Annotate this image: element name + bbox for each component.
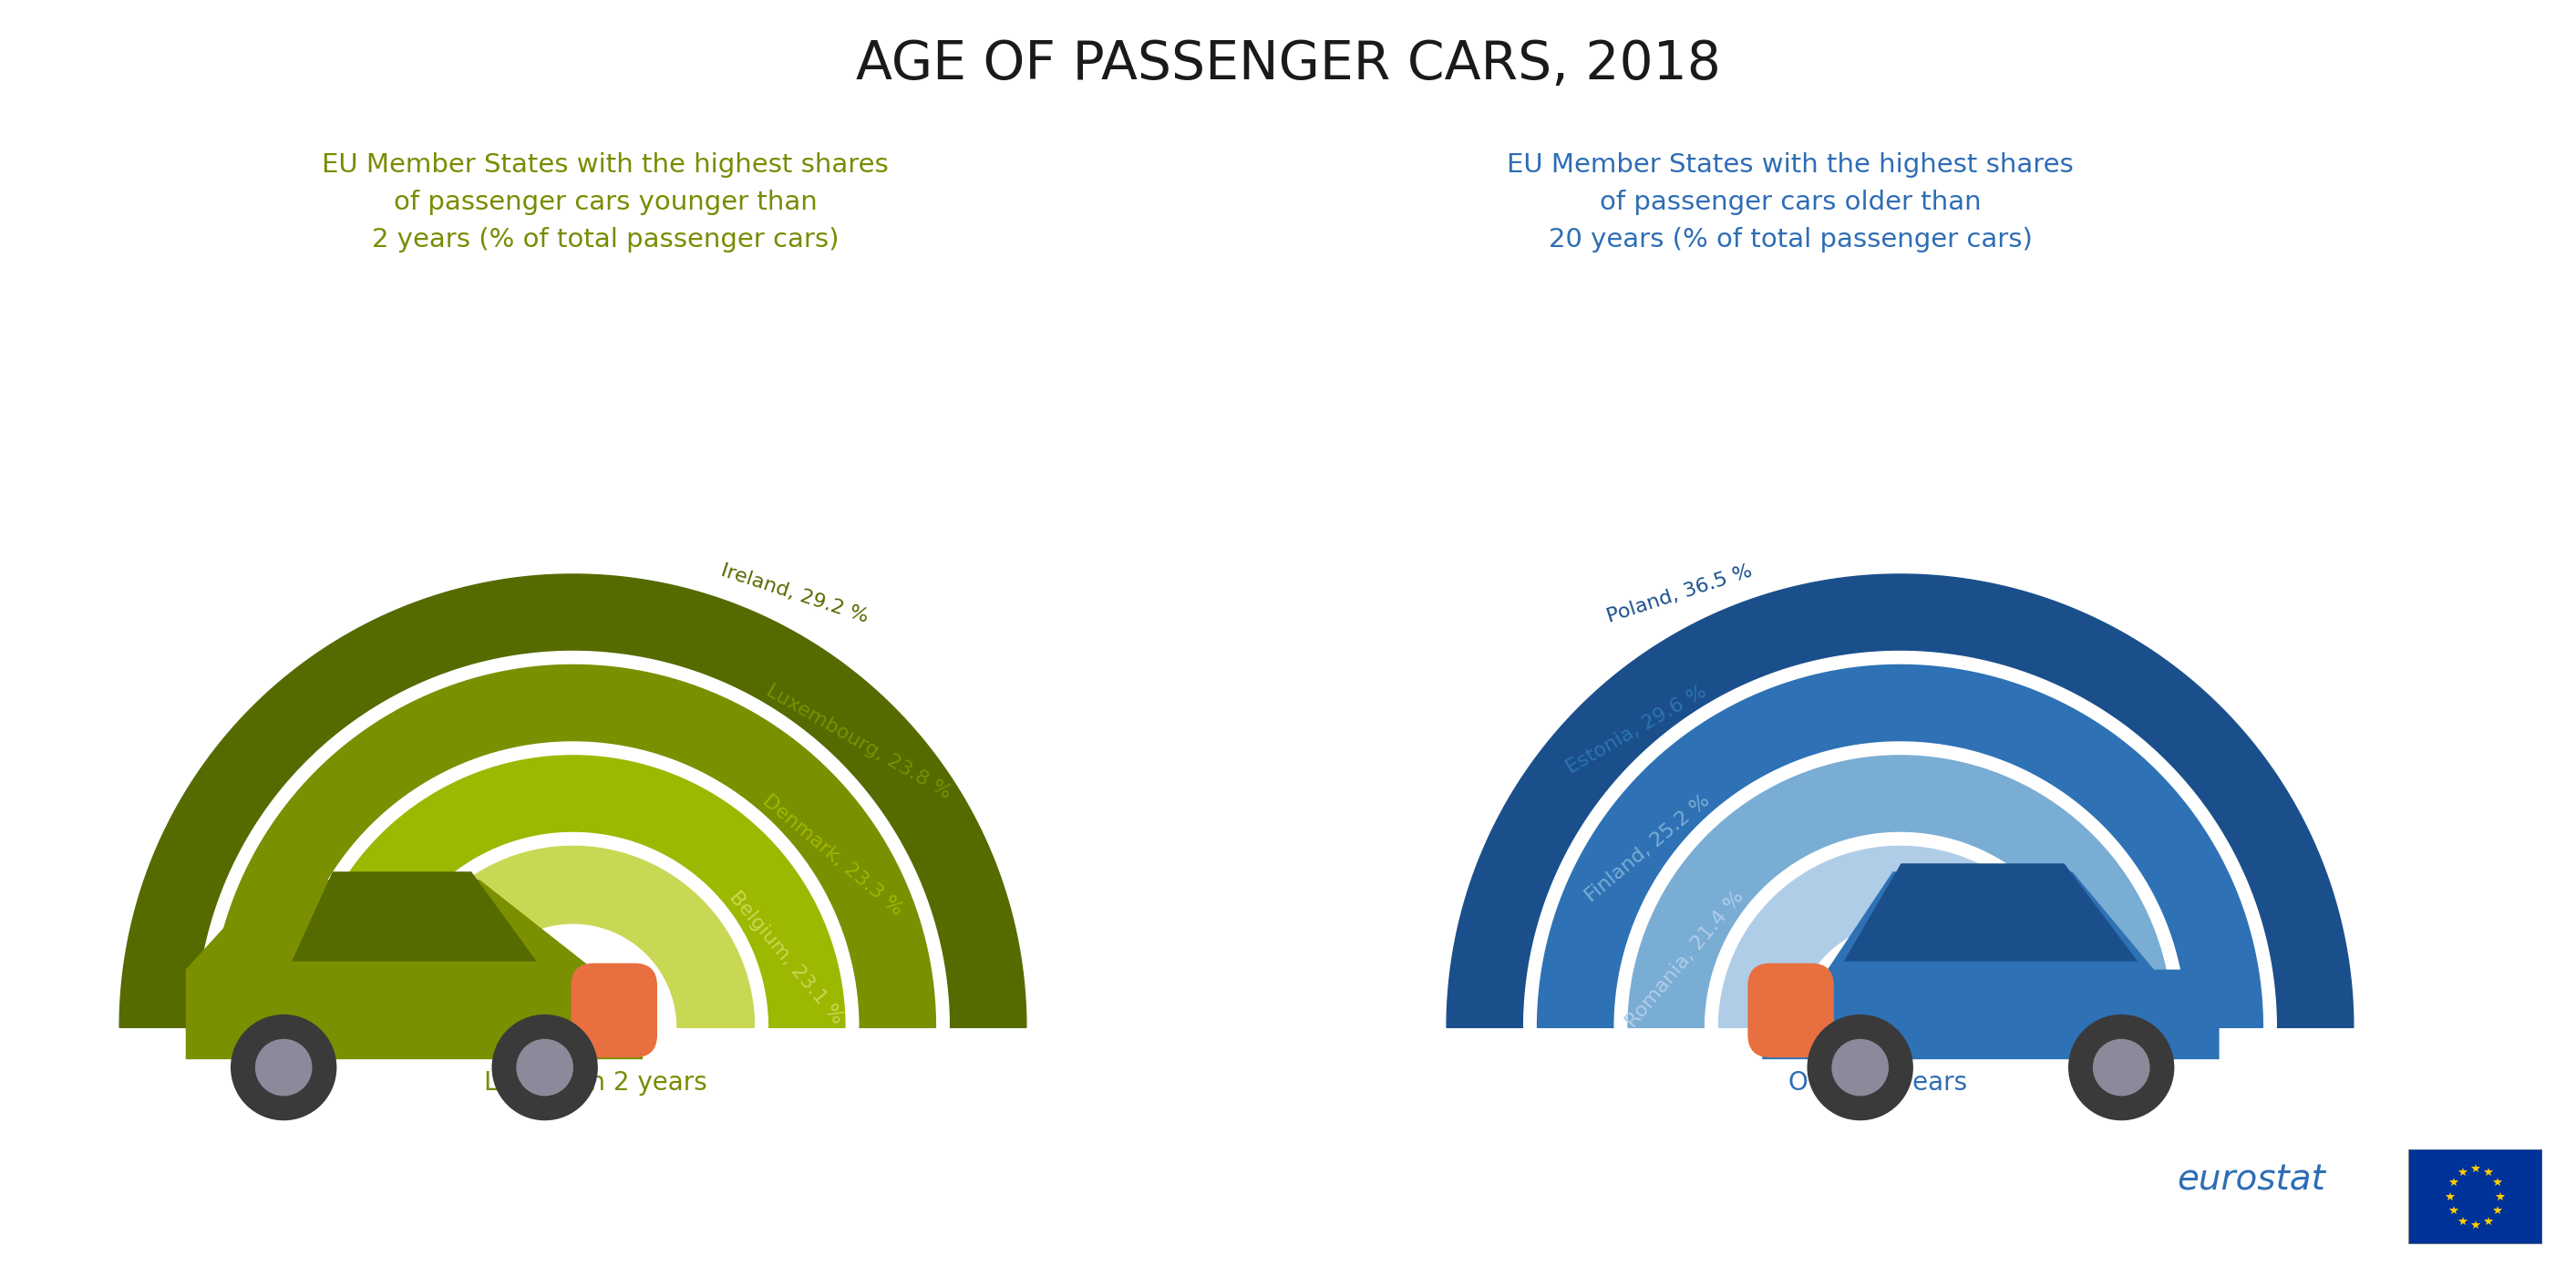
Polygon shape [289,742,858,1028]
FancyBboxPatch shape [1747,963,1834,1058]
Circle shape [232,1015,337,1120]
Polygon shape [1615,742,2184,1028]
Text: Ireland, 29.2 %: Ireland, 29.2 % [719,561,871,627]
Text: Denmark, 23.3 %: Denmark, 23.3 % [760,792,907,919]
Polygon shape [196,651,948,1028]
Text: Over 20 years: Over 20 years [1788,1071,1968,1096]
Polygon shape [291,872,536,962]
Polygon shape [1448,574,2354,1028]
Polygon shape [185,879,644,1059]
Text: Finland, 25.2 %: Finland, 25.2 % [1582,792,1713,906]
FancyBboxPatch shape [572,963,657,1058]
Circle shape [1808,1015,1914,1120]
Polygon shape [392,846,755,1028]
Polygon shape [301,755,845,1028]
Polygon shape [1705,832,2094,1028]
Polygon shape [211,665,935,1028]
Text: EU Member States with the highest shares
of passenger cars younger than
2 years : EU Member States with the highest shares… [322,152,889,252]
Circle shape [2092,1039,2151,1096]
Polygon shape [1538,665,2262,1028]
Text: AGE OF PASSENGER CARS, 2018: AGE OF PASSENGER CARS, 2018 [855,38,1721,90]
Circle shape [255,1039,312,1096]
Text: Romania, 21.4 %: Romania, 21.4 % [1623,888,1747,1031]
Circle shape [1832,1039,1888,1096]
Text: EU Member States with the highest shares
of passenger cars older than
20 years (: EU Member States with the highest shares… [1507,152,2074,252]
Polygon shape [1628,755,2172,1028]
Text: Luxembourg, 23.8 %: Luxembourg, 23.8 % [762,682,956,803]
Polygon shape [1762,872,2221,1059]
Text: Estonia, 29.6 %: Estonia, 29.6 % [1564,682,1710,777]
Text: Poland, 36.5 %: Poland, 36.5 % [1605,561,1754,626]
Circle shape [515,1039,574,1096]
Circle shape [2069,1015,2174,1120]
FancyBboxPatch shape [2409,1149,2543,1244]
Text: Less than 2 years: Less than 2 years [484,1071,708,1096]
Polygon shape [1844,863,2138,962]
Circle shape [492,1015,598,1120]
Polygon shape [1525,651,2277,1028]
Text: eurostat: eurostat [2177,1163,2326,1197]
Polygon shape [1718,846,2081,1028]
Polygon shape [379,832,768,1028]
Polygon shape [118,574,1025,1028]
Text: Belgium, 23.1 %: Belgium, 23.1 % [726,888,848,1028]
